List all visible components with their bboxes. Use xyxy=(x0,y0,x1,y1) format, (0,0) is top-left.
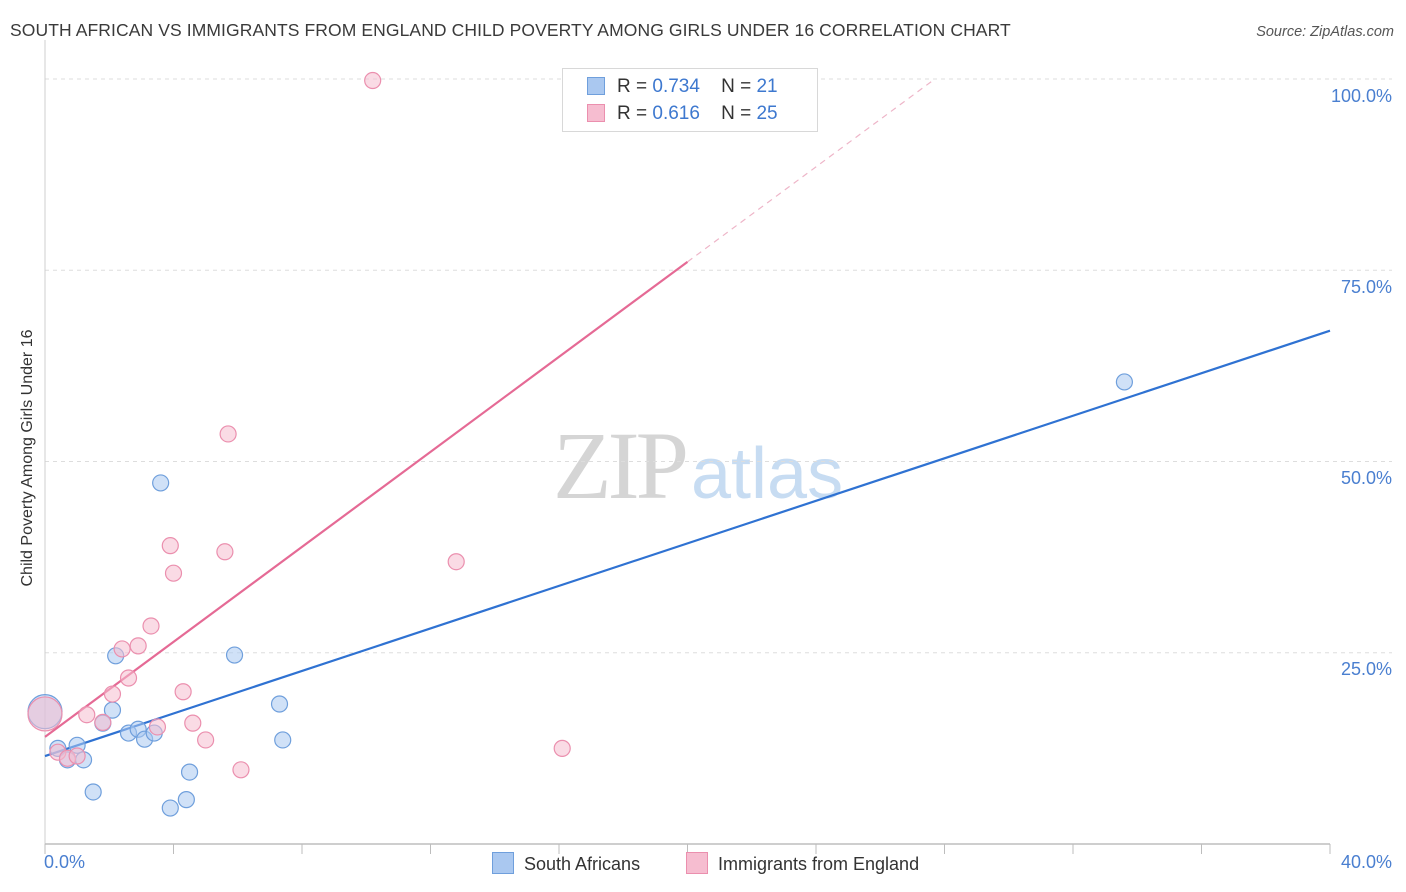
trendlines xyxy=(44,78,1331,758)
chart-title: SOUTH AFRICAN VS IMMIGRANTS FROM ENGLAND… xyxy=(10,20,1011,40)
point-immigrant-england xyxy=(216,543,234,561)
pink-swatch-icon xyxy=(686,852,708,874)
data-points xyxy=(27,71,1134,817)
legend-item-immigrants-england[interactable]: Immigrants from England xyxy=(686,852,919,875)
trendline-extension xyxy=(687,78,936,263)
point-south-african xyxy=(161,799,179,817)
point-immigrant-england xyxy=(103,685,122,703)
gridlines xyxy=(45,78,1392,654)
axes xyxy=(44,40,1331,854)
point-immigrant-england xyxy=(119,669,138,687)
point-immigrant-england xyxy=(148,718,167,736)
y-tick-50: 50.0% xyxy=(1340,468,1392,488)
point-immigrant-england xyxy=(174,683,192,701)
y-axis-label: Child Poverty Among Girls Under 16 xyxy=(19,329,36,587)
y-tick-25: 25.0% xyxy=(1340,659,1392,679)
trendline-south-africans xyxy=(44,329,1331,758)
point-south-african xyxy=(270,695,289,713)
trendline-immigrants-england xyxy=(44,260,689,738)
point-immigrant-england xyxy=(364,71,382,90)
blue-swatch-icon xyxy=(587,77,605,95)
point-immigrant-england xyxy=(232,761,250,779)
point-immigrant-england xyxy=(161,537,179,555)
point-south-african xyxy=(1115,373,1134,391)
pink-swatch-icon xyxy=(587,104,605,122)
point-immigrant-england xyxy=(164,564,183,582)
point-immigrant-england xyxy=(197,731,215,749)
x-tick-40: 40.0% xyxy=(1340,852,1392,872)
source-label: Source: ZipAtlas.com xyxy=(1256,24,1394,40)
point-immigrant-england xyxy=(27,696,63,732)
blue-swatch-icon xyxy=(492,852,514,874)
point-immigrant-england xyxy=(113,640,131,658)
point-immigrant-england xyxy=(78,706,96,724)
point-immigrant-england xyxy=(129,637,147,655)
point-immigrant-england xyxy=(68,747,86,765)
point-south-african xyxy=(84,783,102,801)
point-immigrant-england xyxy=(447,553,465,571)
point-immigrant-england xyxy=(553,739,571,757)
legend-item-south-africans[interactable]: South Africans xyxy=(492,852,640,875)
r-value: 0.616 xyxy=(652,103,700,124)
point-immigrant-england xyxy=(219,425,237,443)
x-tick-0: 0.0% xyxy=(44,852,86,872)
point-south-african xyxy=(177,791,195,809)
legend-row-immigrants-england: R = 0.616 N = 25 xyxy=(587,103,778,127)
point-south-african xyxy=(152,474,170,492)
legend-row-south-africans: R = 0.734 N = 21 xyxy=(587,76,778,100)
point-immigrant-england xyxy=(142,617,160,635)
point-south-african xyxy=(180,763,199,781)
point-immigrant-england xyxy=(94,713,112,731)
point-south-african xyxy=(225,646,244,664)
r-value: 0.734 xyxy=(652,76,700,97)
point-immigrant-england xyxy=(184,714,202,732)
y-tick-100: 100.0% xyxy=(1330,86,1392,106)
point-south-african xyxy=(274,731,292,749)
y-tick-75: 75.0% xyxy=(1340,277,1392,297)
correlation-legend: R = 0.734 N = 21 R = 0.616 N = 25 xyxy=(562,68,818,132)
n-value: 25 xyxy=(756,103,778,124)
n-value: 21 xyxy=(756,76,778,97)
